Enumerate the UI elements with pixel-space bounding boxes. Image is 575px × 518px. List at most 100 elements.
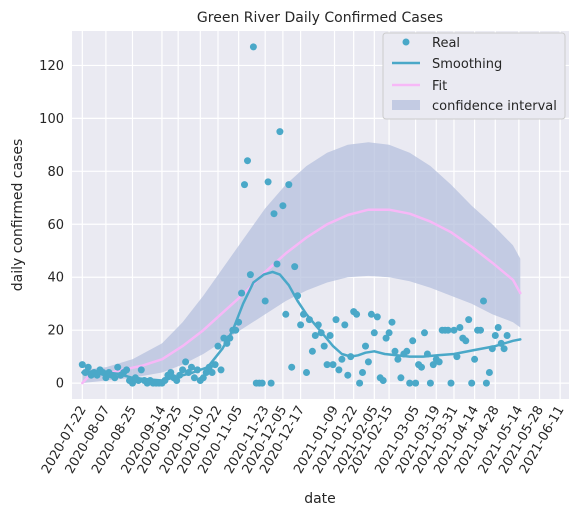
real-data-point <box>276 128 284 136</box>
real-data-point <box>435 358 443 366</box>
real-data-point <box>137 366 145 374</box>
real-data-point <box>285 181 293 189</box>
real-data-point <box>246 271 254 279</box>
real-data-point <box>78 361 86 369</box>
real-data-point <box>497 339 505 347</box>
real-data-point <box>450 326 458 334</box>
legend-marker-confidence <box>392 100 420 110</box>
real-data-point <box>388 318 396 326</box>
legend-label-real: Real <box>432 36 460 51</box>
real-data-point <box>456 324 464 331</box>
real-data-point <box>382 334 390 342</box>
real-data-point <box>485 369 493 376</box>
real-data-point <box>202 369 210 376</box>
real-data-point <box>447 379 455 387</box>
real-data-point <box>205 363 213 371</box>
real-data-point <box>444 326 452 334</box>
y-tick-label: 100 <box>39 112 64 127</box>
real-data-point <box>482 379 490 387</box>
real-data-point <box>391 347 399 355</box>
real-data-point <box>190 374 198 382</box>
real-data-point <box>421 329 428 337</box>
real-data-point <box>232 326 240 334</box>
legend-label-fit: Fit <box>432 79 447 94</box>
real-points-layer <box>78 43 511 387</box>
real-data-point <box>353 310 361 318</box>
real-data-point <box>297 321 305 329</box>
real-data-point <box>241 181 248 189</box>
real-data-point <box>311 332 319 339</box>
real-data-point <box>320 342 328 350</box>
real-data-point <box>367 310 375 318</box>
real-data-point <box>291 263 299 271</box>
real-data-point <box>370 329 378 337</box>
real-data-point <box>188 363 195 371</box>
y-tick-labels: 0 20 40 60 80 100 120 <box>39 59 64 392</box>
real-data-point <box>111 374 119 382</box>
real-data-point <box>129 379 136 387</box>
real-data-point <box>161 377 169 384</box>
real-data-point <box>488 345 496 353</box>
x-axis-title: date <box>304 491 336 507</box>
real-data-point <box>185 369 192 376</box>
real-data-point <box>397 374 405 382</box>
real-data-point <box>211 361 219 369</box>
real-data-point <box>249 43 257 51</box>
real-data-point <box>453 353 461 361</box>
legend-marker-real <box>402 38 410 46</box>
fit-line-layer <box>81 208 522 385</box>
real-data-point <box>394 355 402 363</box>
real-data-point <box>465 316 473 324</box>
real-data-point <box>258 379 266 387</box>
real-data-point <box>356 379 364 387</box>
real-data-point <box>471 355 479 363</box>
confidence-band-layer <box>82 142 521 384</box>
real-data-point <box>235 318 243 326</box>
real-data-point <box>220 334 228 342</box>
real-data-point <box>308 347 316 355</box>
real-data-point <box>494 324 502 331</box>
real-data-point <box>193 366 201 374</box>
real-data-point <box>179 366 187 374</box>
real-data-point <box>503 332 511 339</box>
real-data-point <box>418 363 425 371</box>
y-tick-label: 60 <box>47 218 64 233</box>
real-data-point <box>294 292 302 300</box>
confidence-band <box>82 142 521 384</box>
real-data-point <box>338 355 346 363</box>
y-tick-label: 0 <box>56 377 64 392</box>
real-data-point <box>329 361 337 369</box>
y-tick-label: 40 <box>47 271 64 286</box>
real-data-point <box>347 353 355 361</box>
real-data-point <box>288 363 296 371</box>
real-data-point <box>317 329 325 337</box>
real-data-point <box>134 377 142 384</box>
real-data-point <box>477 326 484 334</box>
real-data-point <box>300 310 307 318</box>
real-data-point <box>279 202 287 210</box>
real-data-point <box>364 358 372 366</box>
real-data-point <box>362 342 369 350</box>
y-tick-label: 20 <box>47 324 64 339</box>
real-data-point <box>412 379 420 387</box>
y-tick-label: 80 <box>47 165 64 180</box>
real-data-point <box>173 377 181 384</box>
real-data-point <box>226 334 234 342</box>
y-tick-label: 120 <box>39 59 64 74</box>
real-data-point <box>326 332 334 339</box>
real-data-point <box>385 329 393 337</box>
real-data-point <box>273 260 281 268</box>
real-data-point <box>344 371 352 379</box>
real-data-point <box>323 361 331 369</box>
real-data-point <box>341 321 349 329</box>
real-data-point <box>500 345 508 353</box>
real-data-point <box>176 371 184 379</box>
real-data-point <box>406 379 414 387</box>
real-data-point <box>373 313 381 321</box>
legend-frame <box>382 32 566 120</box>
real-data-point <box>303 369 310 376</box>
real-data-point <box>480 297 487 305</box>
chart-title: Green River Daily Confirmed Cases <box>197 10 443 26</box>
real-data-point <box>114 363 122 371</box>
